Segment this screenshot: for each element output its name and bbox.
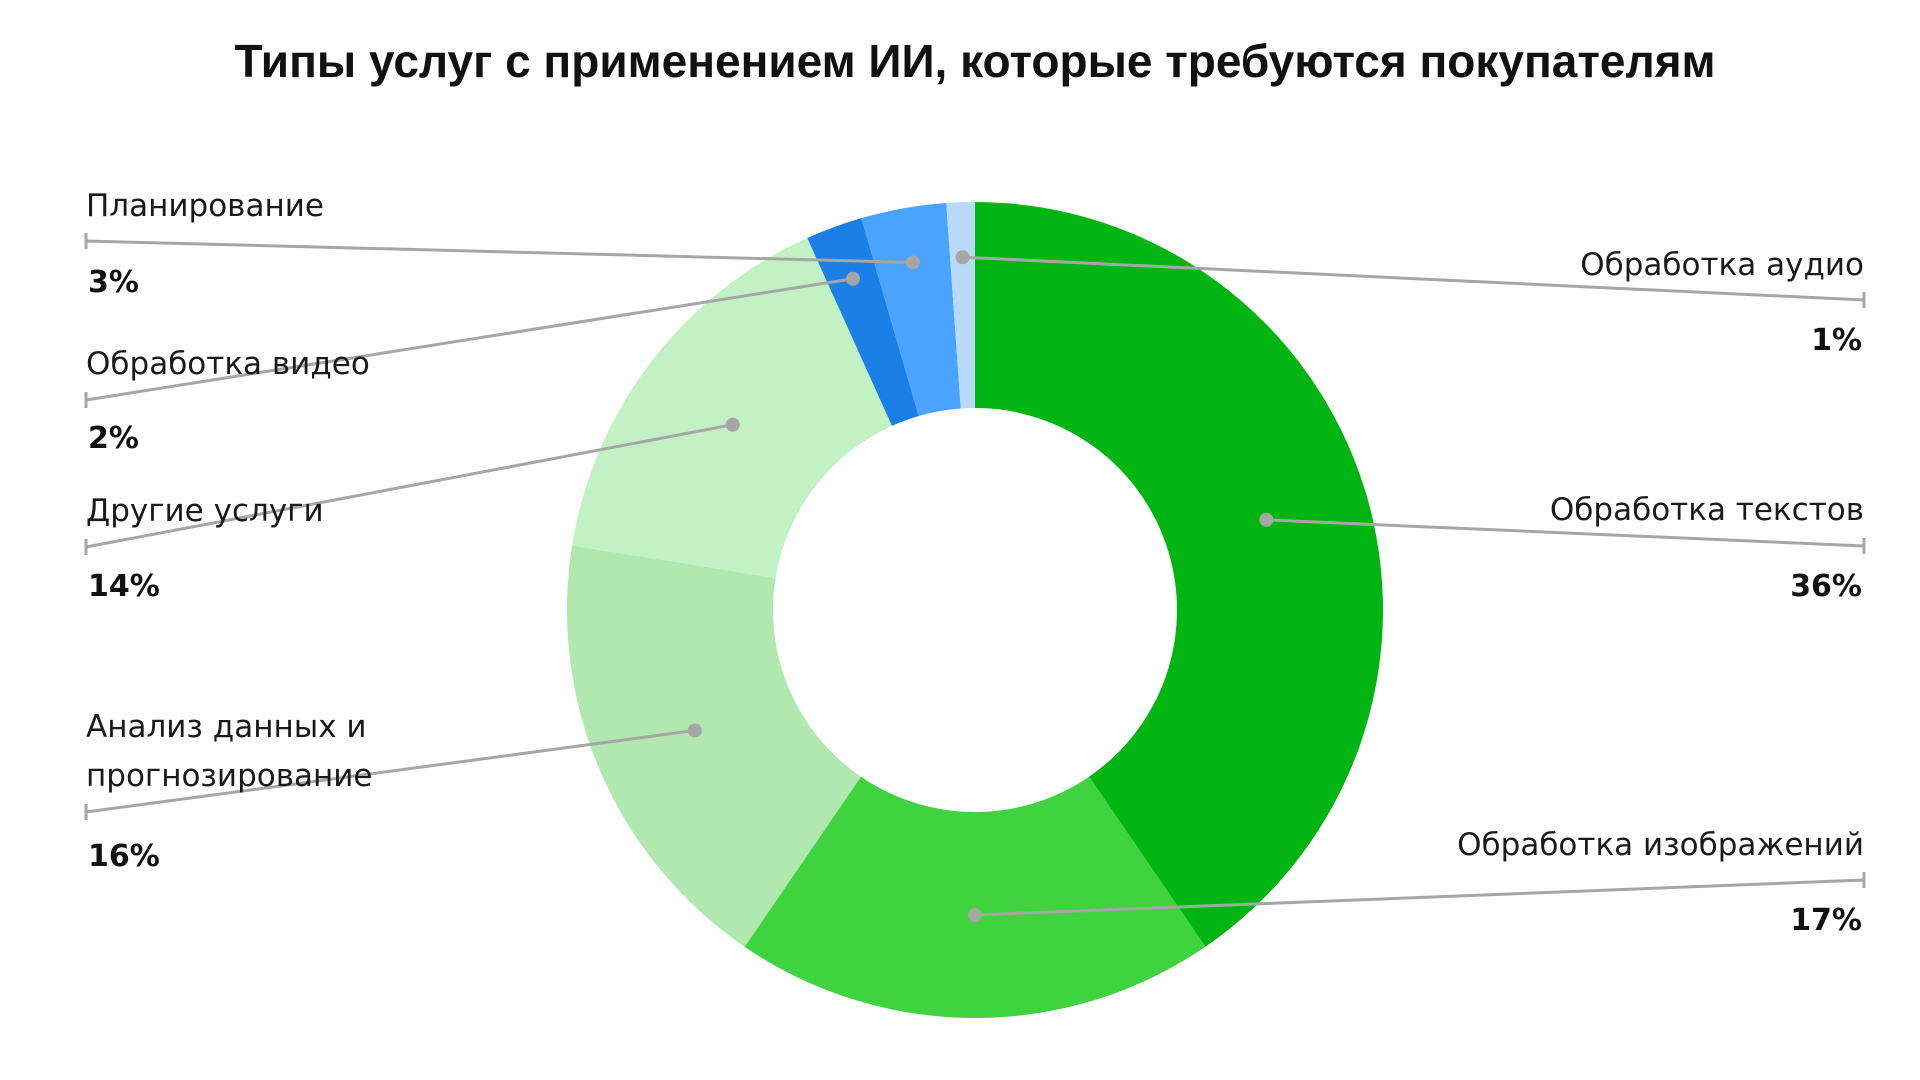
slice-label-обработка-аудио: Обработка аудио 1% [955,247,1866,358]
slice-label-обработка-текстов: Обработка текстов 36% [1259,492,1866,604]
slice-name: Другие услуги [86,493,324,529]
slice-value: 3% [88,265,139,300]
chart-title: Типы услуг с применением ИИ, которые тре… [234,35,1715,87]
slice-label-анализ-данных-и-прогнозирование: Анализ данных и прогнозирование 16% [84,709,702,874]
leader-dot [725,417,740,432]
leader-line [974,878,1865,917]
slice-label-обработка-видео: Обработка видео 2% [84,271,860,456]
slice-label-обработка-изображений: Обработка изображений 17% [968,827,1866,938]
slice-анализ-данных-и-прогнозирование [567,545,861,947]
leader-line [85,239,914,264]
slice-name: прогнозирование [86,758,372,794]
slice-name: Обработка текстов [1550,492,1864,528]
slice-name: Планирование [86,188,324,224]
slice-обработка-видео [807,218,919,426]
slice-value: 14% [88,569,160,604]
leader-dot [906,255,921,270]
slice-value: 1% [1811,323,1862,358]
leader-line [85,728,695,814]
slice-name: Обработка аудио [1580,247,1864,283]
leader-dot [845,271,860,286]
slice-label-другие-услуги: Другие услуги 14% [84,417,740,604]
slice-обработка-изображений [744,776,1206,1019]
leader-dot [968,908,982,922]
leader-line [962,255,1865,302]
leader-line [1266,518,1865,548]
slices [567,202,1383,1019]
slice-name: Обработка изображений [1457,827,1864,863]
slice-value: 36% [1790,569,1862,604]
leader-dot [1259,512,1274,527]
slice-value: 17% [1790,903,1862,938]
leader-line [85,277,854,402]
slice-labels: Обработка текстов 36% Обработка изображени… [84,188,1866,938]
slice-value: 2% [88,421,139,456]
leader-dot [687,723,702,738]
slice-name: Обработка видео [86,346,370,382]
leader-dot [955,250,970,265]
leader-line [85,423,734,549]
slice-value: 16% [88,839,160,874]
slice-обработка-текстов [975,202,1383,947]
slice-name: Анализ данных и [86,709,367,745]
slice-другие-услуги [572,238,892,579]
slice-планирование [861,203,961,417]
slice-label-планирование: Планирование 3% [84,188,921,300]
